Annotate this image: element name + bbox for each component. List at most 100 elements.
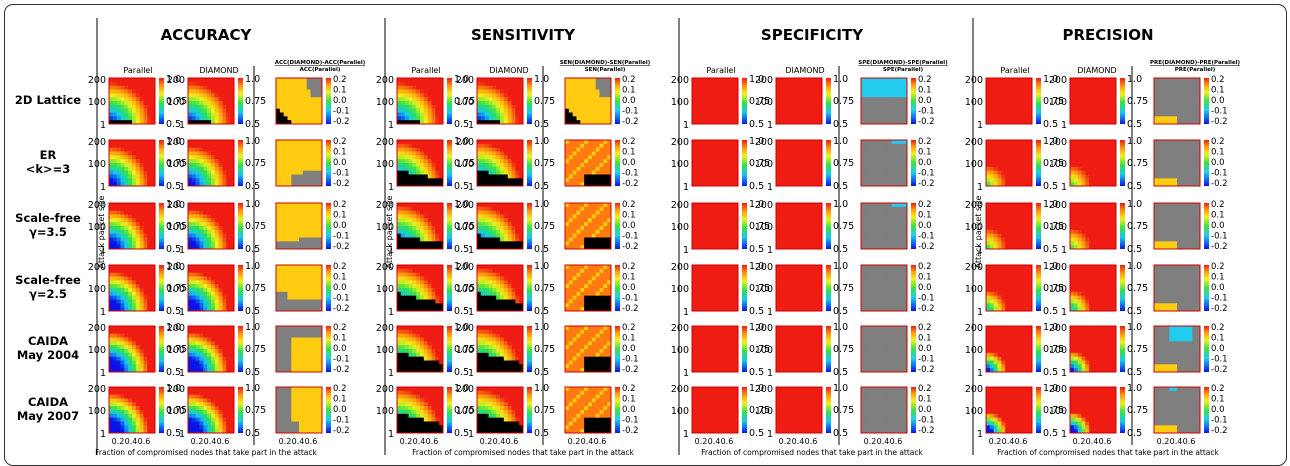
diff-cell: [280, 93, 284, 97]
diff-cell: [596, 90, 600, 94]
heatmap-cell: [1017, 90, 1021, 94]
heatmap-cell: [121, 230, 125, 234]
heatmap-cell: [776, 90, 780, 94]
diff-cell: [892, 116, 896, 120]
diff-cell: [861, 222, 865, 226]
heatmap-cell: [477, 226, 481, 230]
heatmap-cell: [814, 218, 818, 222]
diff-cell: [314, 171, 318, 175]
heatmap-cell: [485, 241, 489, 245]
diff-cell: [584, 238, 588, 242]
diff-cell: [880, 113, 884, 117]
diff-cell: [284, 155, 288, 159]
heatmap-cell: [144, 207, 148, 211]
diff-cell: [1166, 167, 1170, 171]
heatmap-cell: [128, 207, 132, 211]
heatmap-cell: [780, 215, 784, 219]
heatmap-cell: [136, 234, 140, 238]
heatmap-cell: [424, 78, 428, 82]
diff-cell: [569, 178, 573, 182]
heatmap-cell: [807, 148, 811, 152]
diff-cell: [596, 86, 600, 90]
heatmap-cell: [128, 215, 132, 219]
heatmap-cell: [223, 113, 227, 117]
heatmap-cell: [500, 167, 504, 171]
heatmap-cell: [147, 155, 151, 159]
heatmap-cell: [196, 215, 200, 219]
heatmap-cell: [412, 78, 416, 82]
diff-cell: [577, 82, 581, 86]
colorbar: [238, 140, 243, 186]
diff-cell: [569, 218, 573, 222]
heatmap-cell: [211, 178, 215, 182]
heatmap-cell: [136, 101, 140, 105]
heatmap-cell: [1089, 97, 1093, 101]
heatmap-cell: [727, 109, 731, 113]
heatmap-cell: [814, 152, 818, 156]
diff-cell: [899, 163, 903, 167]
heatmap-cell: [409, 82, 413, 86]
heatmap-cell: [489, 203, 493, 207]
heatmap-cell: [692, 163, 696, 167]
row-label: 2D Lattice: [15, 93, 81, 107]
heatmap-cell: [492, 155, 496, 159]
heatmap-cell: [435, 116, 439, 120]
heatmap-cell: [412, 152, 416, 156]
heatmap-cell: [990, 109, 994, 113]
diff-cell: [603, 222, 607, 226]
diff-cell: [869, 241, 873, 245]
diff-cell: [1189, 152, 1193, 156]
heatmap-cell: [136, 211, 140, 215]
heatmap-cell: [1108, 148, 1112, 152]
heatmap-cell: [704, 159, 708, 163]
diff-cell: [314, 207, 318, 211]
heatmap-cell: [784, 238, 788, 242]
heatmap-cell: [512, 101, 516, 105]
heatmap-cell: [1093, 167, 1097, 171]
heatmap-cell: [420, 178, 424, 182]
heatmap-cell: [215, 222, 219, 226]
diff-cell: [580, 222, 584, 226]
heatmap-cell: [223, 163, 227, 167]
diff-cell: [307, 140, 311, 144]
colorbar: [1204, 78, 1209, 124]
heatmap-cell: [485, 86, 489, 90]
heatmap-cell: [405, 82, 409, 86]
heatmap-cell: [435, 222, 439, 226]
heatmap-cell: [700, 101, 704, 105]
heatmap-cell: [508, 175, 512, 179]
heatmap-cell: [117, 238, 121, 242]
heatmap-cell: [811, 155, 815, 159]
diff-cell: [1154, 178, 1158, 182]
heatmap-cell: [512, 78, 516, 82]
heatmap-cell: [1024, 101, 1028, 105]
diff-cell: [573, 163, 577, 167]
diff-cell: [880, 175, 884, 179]
diff-cell: [1154, 144, 1158, 148]
heatmap-cell: [196, 97, 200, 101]
diff-cell: [861, 167, 865, 171]
heatmap-cell: [707, 155, 711, 159]
heatmap-cell: [994, 113, 998, 117]
diff-cell: [1189, 171, 1193, 175]
heatmap-cell: [113, 90, 117, 94]
diff-cell: [314, 163, 318, 167]
heatmap-cell: [715, 159, 719, 163]
heatmap-cell: [188, 78, 192, 82]
heatmap-cell: [147, 171, 151, 175]
heatmap-cell: [1089, 86, 1093, 90]
diff-cell: [603, 238, 607, 242]
diff-cell: [1185, 82, 1189, 86]
heatmap-cell: [795, 222, 799, 226]
heatmap-cell: [424, 82, 428, 86]
heatmap-cell: [799, 105, 803, 109]
heatmap-cell: [1017, 144, 1021, 148]
heatmap-cell: [401, 234, 405, 238]
heatmap-cell: [696, 105, 700, 109]
heatmap-cell: [203, 218, 207, 222]
heatmap-cell: [799, 140, 803, 144]
diff-cell: [280, 144, 284, 148]
heatmap-cell: [219, 203, 223, 207]
heatmap-cell: [401, 97, 405, 101]
heatmap-cell: [188, 230, 192, 234]
